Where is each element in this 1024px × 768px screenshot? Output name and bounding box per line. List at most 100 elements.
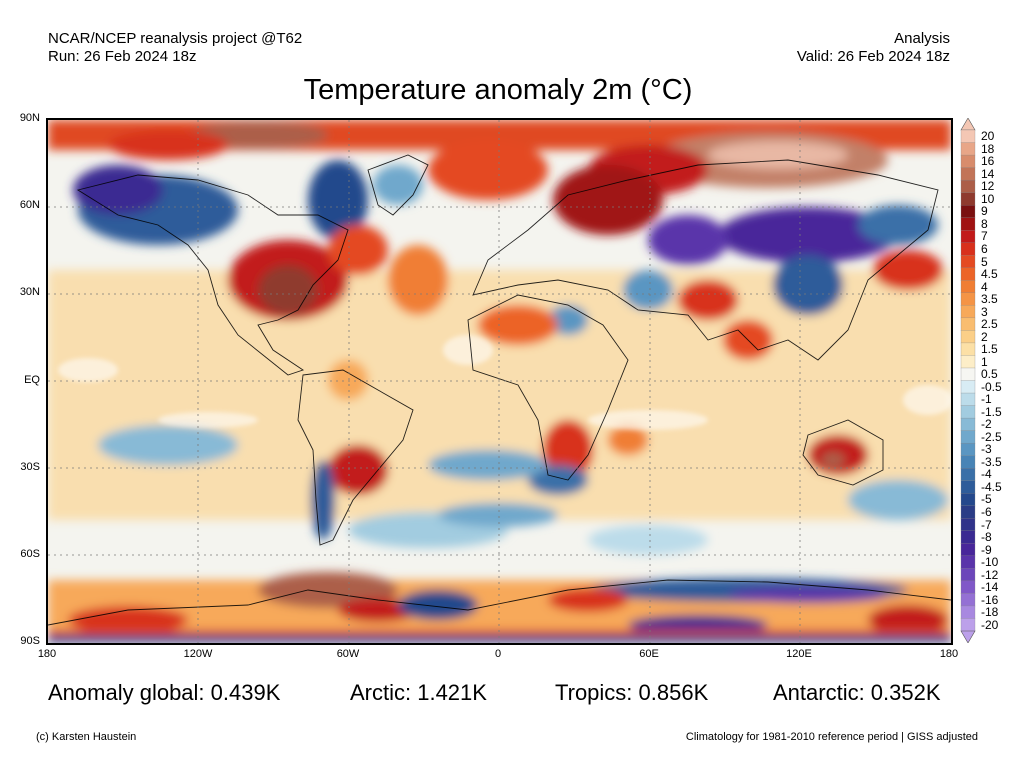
colorbar-swatch [960,142,976,156]
colorbar-swatch [960,605,976,619]
colorbar-tick-label: -18 [981,605,999,620]
lon-label-0: 0 [494,648,502,660]
colorbar-tick-label: 12 [981,179,995,194]
colorbar-swatch [960,392,976,406]
colorbar-tick-label: 7 [981,229,988,244]
colorbar-swatch [960,330,976,344]
colorbar-swatch [960,568,976,582]
colorbar-tick-label: -7 [981,517,992,532]
colorbar-swatch [960,618,976,632]
colorbar-tick-label: -14 [981,580,999,595]
anomaly-field [48,120,951,643]
colorbar-tick-label: -4 [981,467,992,482]
colorbar-tick-label: -16 [981,592,999,607]
colorbar-swatch [960,543,976,557]
colorbar-swatch [960,230,976,244]
colorbar-swatch [960,167,976,181]
colorbar-swatch [960,417,976,432]
colorbar-swatch [960,154,976,169]
stat-global: Anomaly global: 0.439K [48,680,281,705]
colorbar-swatch [960,292,976,306]
colorbar-tick-label: 3 [981,304,988,319]
anomaly-shading [48,120,951,643]
lon-label-120w: 120W [183,648,213,660]
graticule [48,120,951,643]
colorbar-tick-label: -20 [981,617,999,632]
colorbar-tick-label: -12 [981,567,999,582]
colorbar-tick-label: 4.5 [981,267,998,282]
colorbar-tick-label: 1 [981,354,988,369]
south-america-coast [297,369,414,546]
colorbar-tick-label: -3 [981,442,992,457]
analysis-label: Analysis [894,30,950,47]
eurasia-coast [472,159,939,361]
colorbar-tick-label: 6 [981,241,988,256]
lat-label-30s: 30S [20,461,40,473]
colorbar [960,118,976,643]
stat-antarctic: Antarctic: 0.352K [773,680,941,705]
colorbar-tick-label: 20 [981,129,995,144]
lat-label-60s: 60S [20,548,40,560]
colorbar-tick-label: 1.5 [981,342,998,357]
lat-label-60n: 60N [19,199,40,211]
colorbar-swatch [960,380,976,394]
colorbar-swatch [960,442,976,457]
colorbar-tick-label: 9 [981,204,988,219]
lon-label-180e: 180 [939,648,959,660]
copyright: (c) Karsten Haustein [36,731,137,743]
colorbar-tick-label: 2.5 [981,317,998,332]
lat-label-90n: 90N [19,112,40,124]
colorbar-swatch [960,267,976,281]
colorbar-tick-label: 18 [981,141,995,156]
colorbar-swatch [960,367,976,381]
anomaly-detail [58,335,951,430]
colorbar-tick-label: -3.5 [981,454,1002,469]
colorbar-tick-label: 2 [981,329,988,344]
colorbar-tick-label: -10 [981,555,999,570]
anomaly-map [46,118,953,645]
africa-coast [467,294,629,481]
colorbar-tick-label: -9 [981,542,992,557]
colorbar-swatch [960,217,976,231]
colorbar-tick-label: -8 [981,530,992,545]
colorbar-swatch [960,555,976,569]
colorbar-swatch [960,405,976,419]
colorbar-swatch [960,468,976,482]
colorbar-swatch [960,342,976,356]
colorbar-tick-label: -4.5 [981,479,1002,494]
colorbar-swatch [960,179,976,194]
colorbar-swatch [960,129,976,143]
colorbar-swatch [960,480,976,494]
antarctica-coast [48,579,951,626]
colorbar-swatch [960,518,976,532]
coastlines [48,154,951,626]
colorbar-tick-label: -1.5 [981,404,1002,419]
lat-label-eq: EQ [24,374,40,386]
colorbar-swatch [960,580,976,594]
run-info: NCAR/NCEP reanalysis project @T62 Run: 2… [48,30,302,66]
colorbar-tick-label: -2 [981,417,992,432]
colorbar-swatch [960,493,976,507]
colorbar-min-arrow [960,630,976,643]
colorbar-tick-label: 8 [981,216,988,231]
lon-label-180w: 180 [37,648,57,660]
colorbar-swatch [960,505,976,519]
colorbar-tick-label: 4 [981,279,988,294]
colorbar-swatch [960,255,976,269]
north-america-coast [76,174,349,376]
stat-tropics: Tropics: 0.856K [555,680,709,705]
colorbar-swatch [960,242,976,256]
colorbar-tick-label: 14 [981,166,995,181]
colorbar-tick-label: -1 [981,392,992,407]
colorbar-tick-label: 5 [981,254,988,269]
colorbar-swatch [960,192,976,206]
lat-label-90s: 90S [20,635,40,647]
colorbar-swatch [960,280,976,294]
colorbar-swatch [960,430,976,444]
colorbar-max-arrow [960,118,976,131]
model-name: NCAR/NCEP reanalysis project @T62 [48,30,303,47]
lat-label-30n: 30N [19,286,40,298]
colorbar-swatch [960,205,976,219]
colorbar-tick-label: -5 [981,492,992,507]
greenland-coast [367,154,429,216]
